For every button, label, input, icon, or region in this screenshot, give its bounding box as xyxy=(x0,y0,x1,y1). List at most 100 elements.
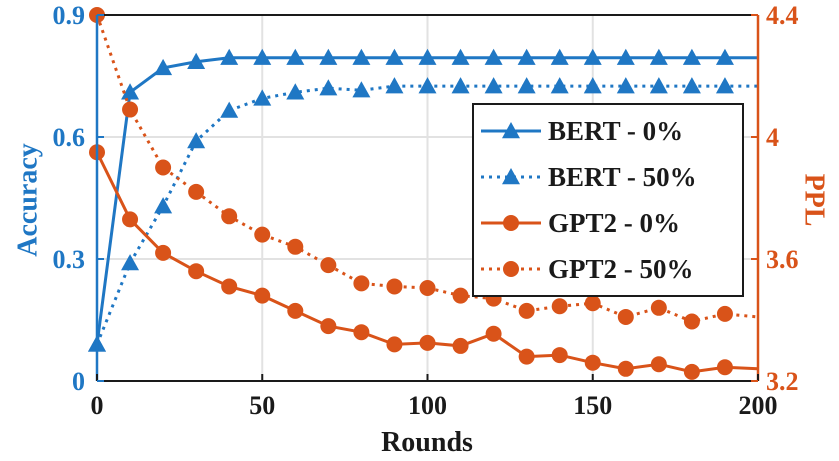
legend-label-bert-0: BERT - 0% xyxy=(548,116,683,146)
data-point-gpt2-0-150 xyxy=(584,354,601,371)
y-tick-label-left-0.6: 0.6 xyxy=(53,123,86,152)
x-tick-label-100: 100 xyxy=(408,391,447,420)
data-point-bert-50-70 xyxy=(319,79,338,96)
data-point-bert-50-90 xyxy=(385,77,404,94)
data-point-bert-0-170 xyxy=(649,48,668,65)
data-point-bert-50-140 xyxy=(550,77,569,94)
series-gpt2-50 xyxy=(89,7,759,330)
data-point-gpt2-50-160 xyxy=(617,308,634,325)
data-point-bert-0-40 xyxy=(220,48,239,65)
data-point-bert-0-180 xyxy=(682,48,701,65)
data-point-bert-0-150 xyxy=(583,48,602,65)
data-point-gpt2-0-60 xyxy=(287,302,304,319)
data-point-bert-0-130 xyxy=(517,48,536,65)
data-point-bert-50-170 xyxy=(649,77,668,94)
data-point-bert-0-120 xyxy=(484,48,503,65)
data-point-bert-50-160 xyxy=(616,77,635,94)
data-point-bert-0-10 xyxy=(121,83,140,100)
data-point-gpt2-50-70 xyxy=(320,257,337,274)
data-point-gpt2-50-150 xyxy=(584,295,601,312)
data-point-gpt2-0-40 xyxy=(221,278,238,295)
legend-swatch-marker-bert-50 xyxy=(502,168,520,185)
data-point-bert-50-20 xyxy=(154,197,173,214)
y-tick-label-left-0.9: 0.9 xyxy=(53,1,86,30)
y-tick-label-left-0: 0 xyxy=(72,367,85,396)
data-point-gpt2-50-190 xyxy=(716,305,733,322)
data-point-gpt2-50-60 xyxy=(287,238,304,255)
data-point-bert-50-30 xyxy=(187,132,206,149)
legend: BERT - 0% BERT - 50% GPT2 - 0% GPT2 - 50% xyxy=(472,103,744,297)
legend-entry-gpt2-0: GPT2 - 0% xyxy=(481,208,680,238)
data-point-gpt2-0-90 xyxy=(386,336,403,353)
data-point-gpt2-0-160 xyxy=(617,360,634,377)
legend-label-bert-50: BERT - 50% xyxy=(548,162,697,192)
data-point-gpt2-50-140 xyxy=(551,298,568,315)
data-point-gpt2-50-110 xyxy=(452,287,469,304)
data-point-bert-50-60 xyxy=(286,83,305,100)
data-point-gpt2-50-50 xyxy=(254,226,271,243)
data-point-gpt2-0-80 xyxy=(353,324,370,341)
x-tick-label-50: 50 xyxy=(249,391,275,420)
data-point-gpt2-0-140 xyxy=(551,347,568,364)
x-tick-label-200: 200 xyxy=(739,391,778,420)
data-point-bert-50-10 xyxy=(121,254,140,271)
data-point-gpt2-0-120 xyxy=(485,325,502,342)
data-point-bert-50-80 xyxy=(352,81,371,98)
data-point-gpt2-0-10 xyxy=(122,211,139,228)
data-point-bert-0-190 xyxy=(715,48,734,65)
series-bert-50 xyxy=(88,77,758,352)
y-tick-label-right-4.4: 4.4 xyxy=(766,1,799,30)
data-point-gpt2-0-130 xyxy=(518,348,535,365)
data-point-bert-0-60 xyxy=(286,48,305,65)
y-axis-title-right: PPL xyxy=(799,174,830,227)
data-point-gpt2-50-10 xyxy=(122,101,139,118)
data-point-bert-50-180 xyxy=(682,77,701,94)
series-layer xyxy=(88,7,759,380)
data-point-bert-50-100 xyxy=(418,77,437,94)
x-tick-label-150: 150 xyxy=(573,391,612,420)
data-point-bert-0-100 xyxy=(418,48,437,65)
data-point-bert-0-140 xyxy=(550,48,569,65)
y-tick-label-right-3.2: 3.2 xyxy=(766,367,799,396)
legend-entry-bert-0: BERT - 0% xyxy=(481,116,683,146)
data-point-gpt2-50-100 xyxy=(419,279,436,296)
data-point-bert-0-160 xyxy=(616,48,635,65)
y-tick-label-right-4: 4 xyxy=(766,123,779,152)
data-point-gpt2-50-40 xyxy=(221,208,238,225)
legend-swatch-marker-bert-0 xyxy=(502,122,520,139)
data-point-gpt2-0-20 xyxy=(155,244,172,261)
x-axis-title: Rounds xyxy=(381,427,473,458)
data-point-bert-50-190 xyxy=(715,77,734,94)
series-bert-0 xyxy=(88,48,758,352)
data-point-gpt2-0-110 xyxy=(452,337,469,354)
data-point-bert-0-80 xyxy=(352,48,371,65)
data-point-gpt2-50-170 xyxy=(650,299,667,316)
data-point-bert-50-110 xyxy=(451,77,470,94)
series-gpt2-0 xyxy=(89,144,759,380)
data-point-bert-50-50 xyxy=(253,89,272,106)
data-point-bert-0-20 xyxy=(154,58,173,76)
x-tick-label-0: 0 xyxy=(91,391,104,420)
legend-entry-bert-50: BERT - 50% xyxy=(481,162,697,192)
data-point-bert-50-40 xyxy=(220,101,239,118)
legend-swatch-marker-gpt2-0 xyxy=(503,215,519,231)
data-point-gpt2-0-70 xyxy=(320,318,337,335)
legend-swatch-marker-gpt2-50 xyxy=(503,261,519,277)
data-point-bert-50-130 xyxy=(517,77,536,94)
y-axis-title-left: Accuracy xyxy=(12,143,43,257)
data-point-gpt2-50-20 xyxy=(155,159,172,176)
data-point-gpt2-0-180 xyxy=(683,363,700,380)
legend-label-gpt2-0: GPT2 - 0% xyxy=(548,208,680,238)
data-point-bert-0-50 xyxy=(253,48,272,65)
legend-entry-gpt2-50: GPT2 - 50% xyxy=(481,254,694,284)
data-point-bert-50-120 xyxy=(484,77,503,94)
data-point-bert-0-70 xyxy=(319,48,338,65)
y-tick-label-left-0.3: 0.3 xyxy=(53,245,86,274)
data-point-gpt2-50-80 xyxy=(353,275,370,292)
data-point-bert-0-110 xyxy=(451,48,470,65)
data-point-bert-0-90 xyxy=(385,48,404,65)
data-point-gpt2-50-180 xyxy=(683,313,700,330)
axes xyxy=(95,14,760,382)
data-point-gpt2-50-90 xyxy=(386,278,403,295)
